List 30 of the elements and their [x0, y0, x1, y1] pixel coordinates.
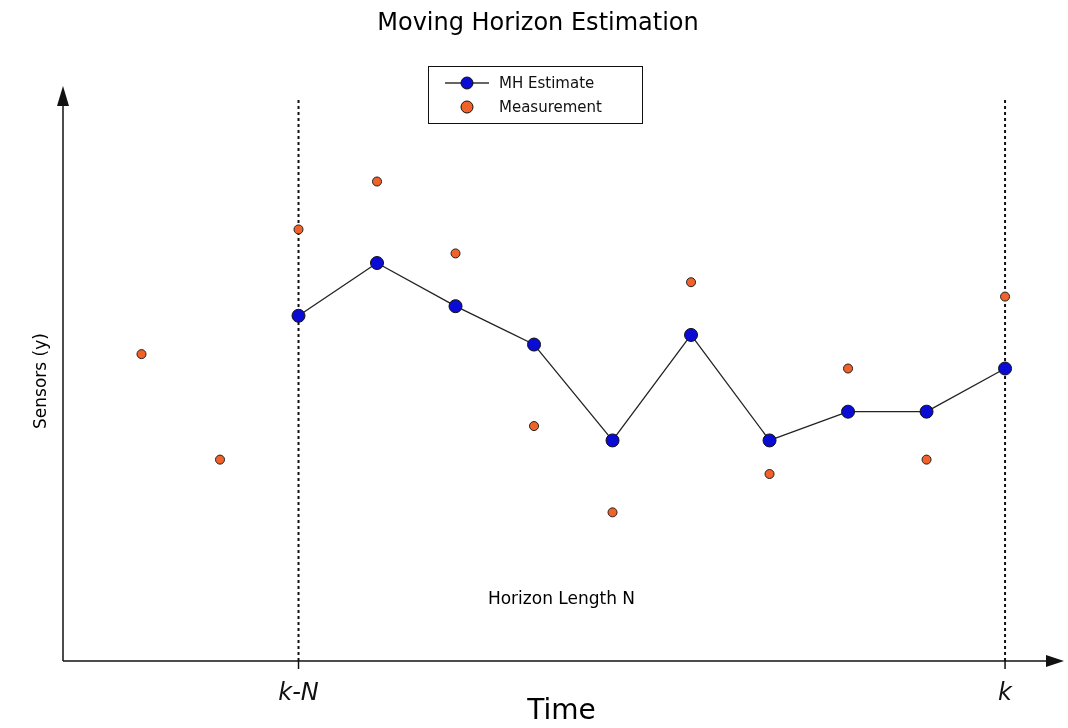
- point: [529, 421, 540, 432]
- point: [684, 327, 699, 342]
- point: [450, 248, 461, 259]
- legend-label: MH Estimate: [499, 74, 595, 92]
- annotation: Horizon Length N: [486, 588, 637, 609]
- point: [921, 454, 932, 465]
- point: [605, 433, 620, 448]
- point: [843, 363, 854, 374]
- point: [372, 176, 383, 187]
- x-tick-label: k-N: [278, 678, 319, 707]
- point: [686, 277, 697, 288]
- point: [448, 299, 463, 314]
- y-axis-title: Sensors (y): [30, 332, 50, 429]
- point: [998, 361, 1013, 376]
- point: [607, 507, 618, 518]
- point: [527, 337, 542, 352]
- point: [919, 404, 934, 419]
- point: [136, 349, 147, 360]
- x-axis-title: Time: [527, 693, 596, 726]
- point: [214, 454, 226, 465]
- point: [291, 308, 306, 323]
- legend-label: Measurement: [499, 98, 602, 116]
- chart-title: Moving Horizon Estimation: [376, 8, 700, 36]
- point: [762, 433, 777, 448]
- x-tick-label: k: [998, 678, 1014, 707]
- point: [293, 224, 304, 235]
- point: [1000, 291, 1011, 302]
- point: [370, 256, 385, 271]
- point: [764, 468, 775, 480]
- point: [841, 404, 856, 419]
